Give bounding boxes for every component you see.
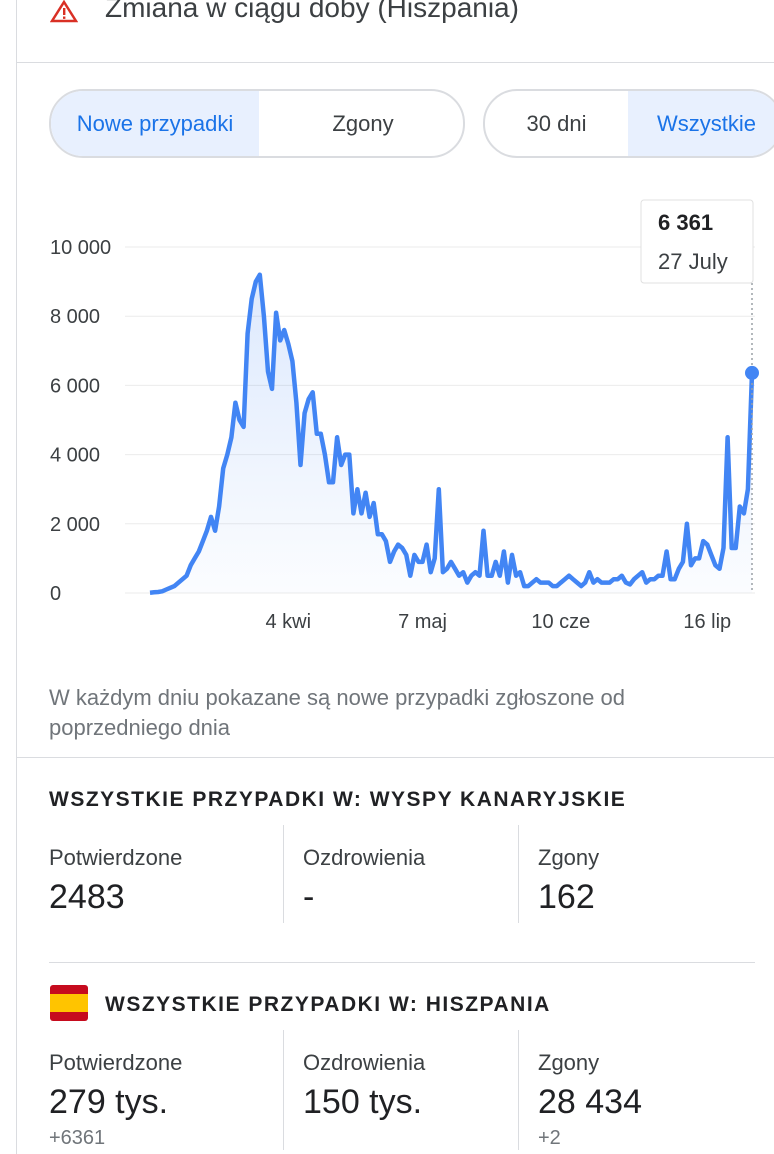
stat-value: 162 <box>538 878 595 916</box>
area <box>150 274 752 593</box>
range-toggle: 30 dni Wszystkie <box>483 89 774 158</box>
y-tick-label: 4 000 <box>50 445 100 467</box>
tab[interactable]: Nowe przypadki <box>51 91 259 156</box>
stat-value: 28 434 <box>538 1083 642 1121</box>
x-tick-label: 16 lip <box>683 611 731 633</box>
stat-label: Zgony <box>538 1050 600 1075</box>
divider <box>16 757 774 758</box>
stat-change: +2 <box>538 1127 561 1149</box>
chart-note: W każdym dniu pokazane są nowe przypadki… <box>49 685 625 740</box>
tooltip-value: 6 361 <box>658 210 713 235</box>
flag <box>50 985 88 1021</box>
tab[interactable]: Zgony <box>332 110 394 136</box>
section-title: WSZYSTKIE PRZYPADKI W: WYSPY KANARYJSKIE <box>49 788 627 811</box>
stat-value: - <box>303 878 315 916</box>
y-tick-label: 2 000 <box>50 514 100 536</box>
warning-icon <box>50 0 78 23</box>
line <box>149 272 755 595</box>
stat-label: Potwierdzone <box>49 1050 183 1075</box>
x-tick-label: 4 kwi <box>266 611 312 633</box>
left-border <box>16 0 17 1154</box>
y-tick-label: 8 000 <box>50 306 100 328</box>
metric-toggle: Nowe przypadki Zgony <box>49 89 465 158</box>
chart: 0 2 000 4 000 6 000 8 000 10 000 4 kwi 7 maj 10 … <box>50 199 759 633</box>
y-tick-label: 0 <box>50 583 61 605</box>
header-divider <box>16 62 774 63</box>
tab[interactable]: Wszystkie <box>628 91 774 156</box>
x-tick-label: 7 maj <box>398 611 447 633</box>
y-tick-label: 6 000 <box>50 375 100 397</box>
stat-change: +6361 <box>49 1127 106 1149</box>
x-tick-label: 10 cze <box>531 611 590 633</box>
header-title: Zmiana w ciągu doby (Hiszpania) <box>105 0 519 23</box>
section-title: WSZYSTKIE PRZYPADKI W: HISZPANIA <box>105 993 551 1016</box>
column-divider <box>283 1030 284 1150</box>
point <box>745 365 759 380</box>
stat-label: Ozdrowienia <box>303 1050 426 1075</box>
stat-label: Zgony <box>538 845 600 870</box>
stat-label: Potwierdzone <box>49 845 183 870</box>
column-divider <box>518 1030 519 1150</box>
stat-value: 150 tys. <box>303 1083 423 1121</box>
y-tick-label: 10 000 <box>50 237 111 259</box>
column-divider <box>283 825 284 923</box>
tooltip-date: 27 July <box>658 249 728 274</box>
stat-value: 2483 <box>49 878 125 916</box>
column-divider <box>518 825 519 923</box>
stat-label: Ozdrowienia <box>303 845 426 870</box>
tab[interactable]: 30 dni <box>526 110 587 136</box>
section-divider <box>49 962 755 963</box>
tooltip-box <box>640 199 754 284</box>
stat-value: 279 tys. <box>49 1083 169 1121</box>
